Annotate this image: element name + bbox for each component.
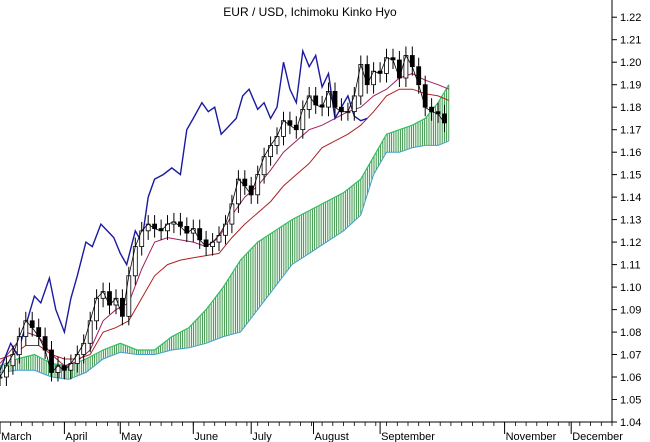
price-candle bbox=[0, 368, 3, 386]
y-tick-label: 1.11 bbox=[620, 260, 641, 272]
y-tick-label: 1.17 bbox=[620, 125, 641, 137]
senkou-span-a-line bbox=[0, 84, 450, 367]
candle-body bbox=[132, 246, 138, 277]
y-tick-label: 1.13 bbox=[620, 215, 641, 227]
candle-body bbox=[261, 156, 267, 176]
y-tick-label: 1.22 bbox=[620, 12, 641, 24]
candle-body bbox=[384, 57, 389, 74]
y-tick-label: 1.20 bbox=[620, 57, 641, 69]
x-tick-label: November bbox=[506, 431, 557, 442]
y-tick-label: 1.18 bbox=[620, 102, 641, 114]
chart-title: EUR / USD, Ichimoku Kinko Hyo bbox=[223, 5, 397, 19]
price-series bbox=[0, 46, 447, 386]
cloud-hatching bbox=[0, 84, 450, 380]
candle-body bbox=[126, 275, 132, 317]
ichimoku-cloud bbox=[0, 84, 450, 380]
chikou-span-line bbox=[0, 48, 368, 371]
candle-body bbox=[396, 59, 402, 79]
x-tick-label: June bbox=[194, 431, 218, 442]
y-tick-label: 1.04 bbox=[620, 417, 641, 429]
candle-body bbox=[235, 178, 241, 205]
x-tick-label: April bbox=[65, 431, 87, 442]
y-tick-label: 1.14 bbox=[620, 192, 641, 204]
y-tick-label: 1.12 bbox=[620, 237, 641, 249]
price-line bbox=[0, 54, 445, 378]
candle-body bbox=[403, 55, 409, 79]
y-tick-label: 1.06 bbox=[620, 372, 641, 384]
candle-body bbox=[0, 376, 3, 379]
candle-body bbox=[49, 349, 54, 373]
y-tick-label: 1.07 bbox=[620, 350, 641, 362]
candle-body bbox=[422, 84, 428, 108]
y-tick-label: 1.10 bbox=[620, 282, 641, 294]
candle-body bbox=[229, 203, 235, 225]
y-tick-label: 1.05 bbox=[620, 395, 641, 407]
x-tick-label: December bbox=[572, 431, 623, 442]
candle-body bbox=[87, 320, 93, 344]
candle-body bbox=[42, 336, 48, 351]
candle-body bbox=[300, 109, 306, 131]
y-tick-label: 1.09 bbox=[620, 305, 641, 317]
x-tick-label: July bbox=[252, 431, 272, 442]
y-tick-label: 1.15 bbox=[620, 170, 641, 182]
x-tick-label: September bbox=[381, 431, 435, 442]
candle-body bbox=[255, 174, 261, 196]
y-tick-label: 1.16 bbox=[620, 147, 641, 159]
y-tick-label: 1.21 bbox=[620, 35, 641, 47]
candle-body bbox=[351, 95, 357, 113]
y-tick-label: 1.08 bbox=[620, 327, 641, 339]
senkou-span-b-line bbox=[0, 140, 449, 380]
x-tick-label: August bbox=[315, 431, 349, 442]
candle-body bbox=[94, 297, 99, 322]
candle-body bbox=[16, 336, 22, 356]
y-tick-label: 1.19 bbox=[620, 80, 641, 92]
candle-body bbox=[139, 230, 145, 247]
x-tick-label: May bbox=[121, 431, 142, 442]
candle-body bbox=[416, 66, 422, 86]
x-tick-label: March bbox=[1, 431, 32, 442]
